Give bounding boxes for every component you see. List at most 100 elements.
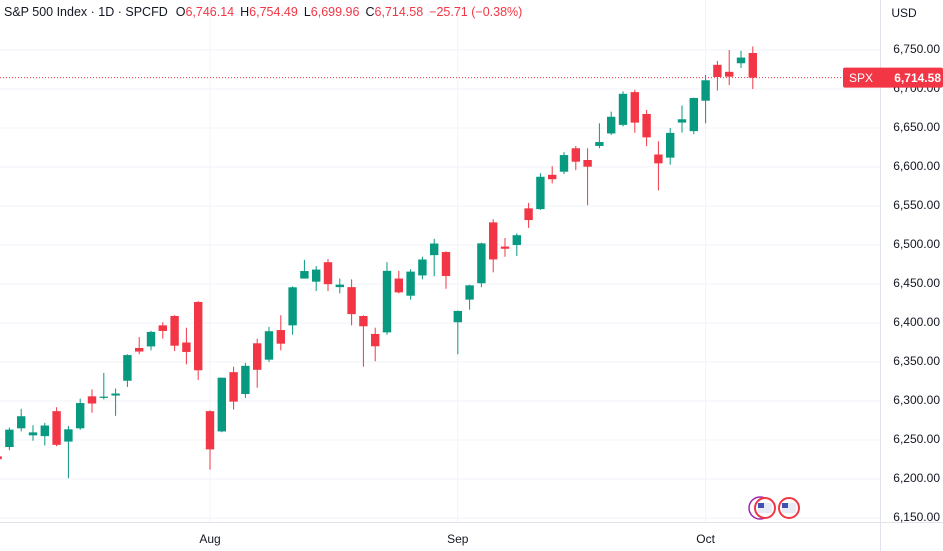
candle-body — [701, 80, 710, 101]
candle-body — [689, 97, 698, 132]
candle-body — [135, 347, 144, 352]
y-tick-label: 6,650.00 — [893, 120, 940, 134]
candle-body — [229, 372, 238, 402]
ohlc-value: 6,746.14 — [185, 5, 234, 19]
event-icons — [748, 496, 800, 520]
candle-body — [371, 333, 380, 347]
ohlc-value: 6,699.96 — [311, 5, 360, 19]
y-tick-label: 6,550.00 — [893, 198, 940, 212]
candle-body — [76, 403, 85, 429]
candle-body — [300, 271, 309, 279]
y-tick-label: 6,750.00 — [893, 42, 940, 56]
candle-body — [500, 246, 510, 249]
candle-body — [64, 429, 73, 442]
candle-body — [559, 155, 569, 172]
candle-body — [276, 330, 285, 344]
y-tick-label: 6,300.00 — [893, 393, 940, 407]
candle-body — [123, 355, 132, 381]
ohlc-label: C — [365, 5, 374, 19]
candle-body — [205, 411, 215, 450]
x-tick-label: Oct — [696, 532, 715, 546]
candle-body — [111, 393, 120, 396]
candle-body — [335, 284, 344, 288]
candle-body — [677, 119, 687, 123]
legend: S&P 500 Index · 1D · SPCFD O6,746.14 H6,75… — [4, 5, 522, 19]
candle-body — [418, 259, 427, 276]
x-tick-label: Aug — [199, 532, 220, 546]
candle-body — [28, 432, 38, 436]
ohlc-value: 6,754.49 — [249, 5, 298, 19]
candle-body — [571, 148, 580, 162]
candle-body — [453, 310, 462, 323]
ohlc-value: 6,714.58 — [375, 5, 424, 19]
candle-body — [524, 208, 533, 221]
y-tick-label: 6,250.00 — [893, 432, 940, 446]
y-tick-label: 6,450.00 — [893, 276, 940, 290]
candle-body — [288, 287, 297, 326]
candle-body — [146, 331, 156, 347]
candle-body — [312, 269, 321, 282]
candle-body — [736, 57, 746, 64]
candle-body — [40, 425, 49, 437]
candle-body — [194, 301, 203, 371]
currency: USD — [891, 6, 917, 20]
candle-body — [99, 396, 108, 398]
candle-body — [642, 113, 651, 138]
candle-body — [630, 92, 639, 123]
candle-body — [0, 456, 2, 460]
price-tag-symbol: SPX — [849, 71, 873, 85]
candle-body — [323, 262, 333, 285]
candle-body — [217, 377, 226, 432]
candle-body — [394, 278, 403, 293]
flag — [758, 503, 764, 508]
candle-body — [536, 176, 545, 210]
symbol: S&P 500 Index · 1D · SPCFD — [4, 5, 168, 19]
ohlc-label: L — [304, 5, 311, 19]
candle-body — [489, 222, 498, 260]
candle-body — [441, 252, 451, 276]
candle-body — [87, 396, 97, 404]
candle-body — [253, 343, 262, 370]
candle-body — [5, 429, 14, 448]
candle-body — [607, 116, 616, 134]
candle-body — [158, 325, 167, 331]
flag — [782, 503, 788, 508]
price-tag-value: 6,714.58 — [894, 71, 941, 85]
candle-body — [583, 159, 592, 167]
x-tick-label: Sep — [447, 532, 469, 546]
candle-body — [477, 243, 486, 284]
candle-body — [748, 53, 757, 78]
flag — [758, 503, 772, 513]
candle-body — [618, 93, 628, 125]
candle-body — [170, 315, 179, 346]
candle-body — [182, 342, 191, 352]
grid — [0, 0, 880, 522]
change: −25.71 (−0.38%) — [429, 5, 522, 19]
y-tick-label: 6,150.00 — [893, 510, 940, 524]
candle-body — [406, 271, 415, 296]
y-tick-label: 6,350.00 — [893, 354, 940, 368]
candle-body — [347, 287, 356, 315]
y-tick-label: 6,200.00 — [893, 471, 940, 485]
ohlc-label: H — [240, 5, 249, 19]
candle-body — [241, 365, 250, 394]
y-tick-label: 6,500.00 — [893, 237, 940, 251]
candle-body — [382, 270, 392, 333]
candle-body — [666, 132, 675, 158]
candle-body — [52, 411, 61, 445]
flag — [782, 503, 796, 513]
candle-body — [512, 235, 521, 246]
y-tick-label: 6,600.00 — [893, 159, 940, 173]
candle-body — [725, 71, 734, 77]
candle-body — [548, 174, 557, 180]
y-tick-label: 6,400.00 — [893, 315, 940, 329]
candles — [0, 46, 757, 479]
ohlc-label: O — [176, 5, 186, 19]
candle-body — [430, 243, 439, 256]
candle-body — [595, 142, 604, 146]
candle-body — [465, 285, 474, 300]
candle-body — [17, 416, 26, 429]
candle-body — [713, 64, 722, 77]
